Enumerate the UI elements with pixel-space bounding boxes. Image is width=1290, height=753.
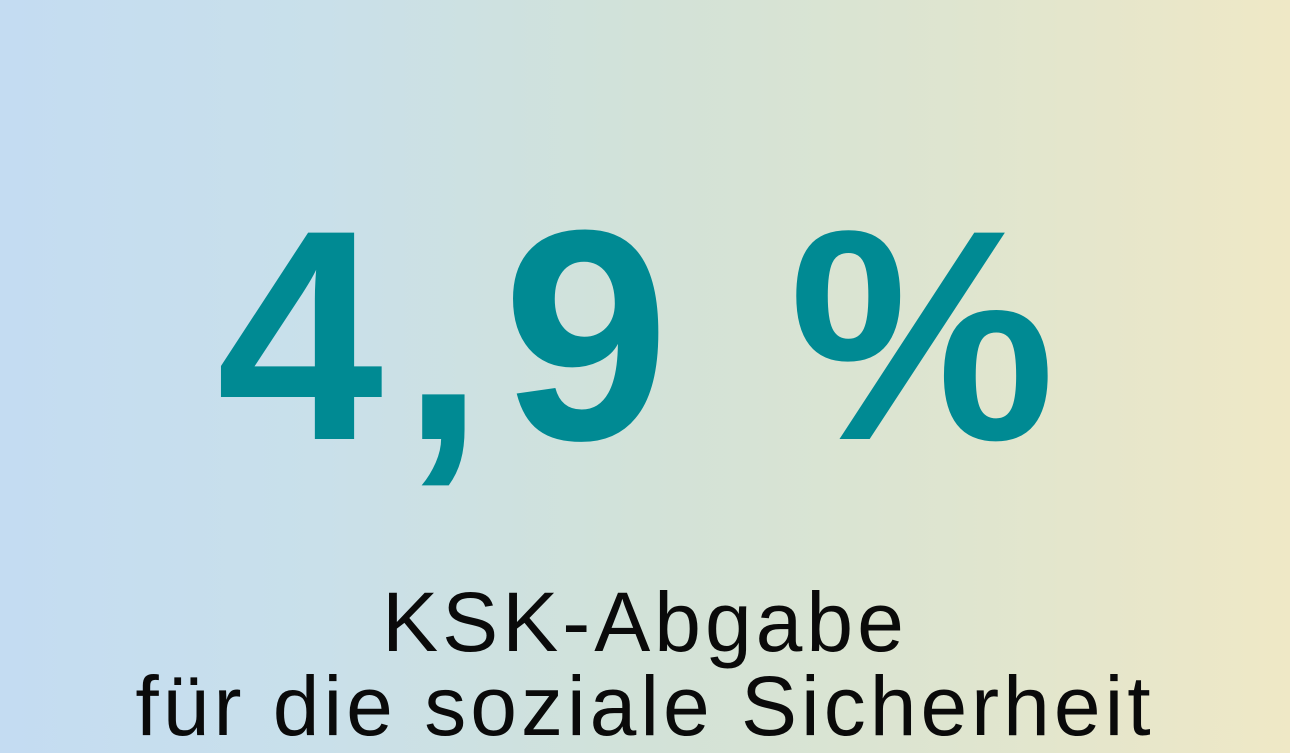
subtitle-line-2: für die soziale Sicherheit <box>135 659 1155 753</box>
subtitle: KSK-Abgabe für die soziale Sicherheit <box>0 580 1290 748</box>
percentage-headline: 4,9 % <box>216 167 1074 503</box>
subtitle-line-1: KSK-Abgabe <box>382 575 908 669</box>
